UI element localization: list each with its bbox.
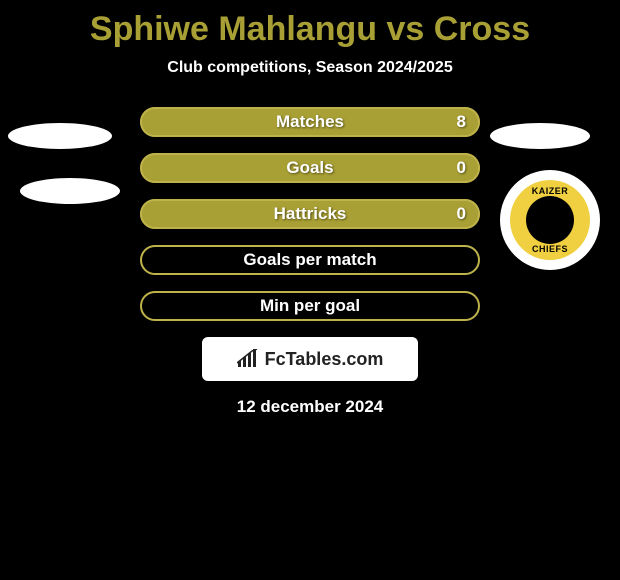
branding-box: FcTables.com: [202, 337, 418, 381]
stat-label: Goals per match: [243, 250, 376, 270]
stat-value: 8: [457, 112, 466, 132]
badge-inner: KAIZER CHIEFS: [510, 180, 590, 260]
stat-row: Goals per match: [140, 245, 480, 275]
chart-icon: [237, 349, 259, 369]
badge-core: [526, 196, 574, 244]
stat-label: Matches: [276, 112, 344, 132]
subtitle: Club competitions, Season 2024/2025: [0, 59, 620, 77]
club-badge: KAIZER CHIEFS: [500, 170, 600, 270]
stat-label: Hattricks: [274, 204, 347, 224]
stat-row: Matches 8: [140, 107, 480, 137]
badge-top-text: KAIZER: [532, 186, 569, 196]
date-text: 12 december 2024: [0, 397, 620, 417]
badge-bottom-text: CHIEFS: [532, 244, 568, 254]
branding-text: FcTables.com: [265, 349, 384, 370]
stat-label: Goals: [286, 158, 333, 178]
stat-value: 0: [457, 158, 466, 178]
decorative-ellipse: [20, 178, 120, 204]
stat-row: Goals 0: [140, 153, 480, 183]
page-title: Sphiwe Mahlangu vs Cross: [0, 0, 620, 49]
stat-label: Min per goal: [260, 296, 360, 316]
decorative-ellipse: [490, 123, 590, 149]
stat-value: 0: [457, 204, 466, 224]
decorative-ellipse: [8, 123, 112, 149]
stat-row: Min per goal: [140, 291, 480, 321]
stat-row: Hattricks 0: [140, 199, 480, 229]
